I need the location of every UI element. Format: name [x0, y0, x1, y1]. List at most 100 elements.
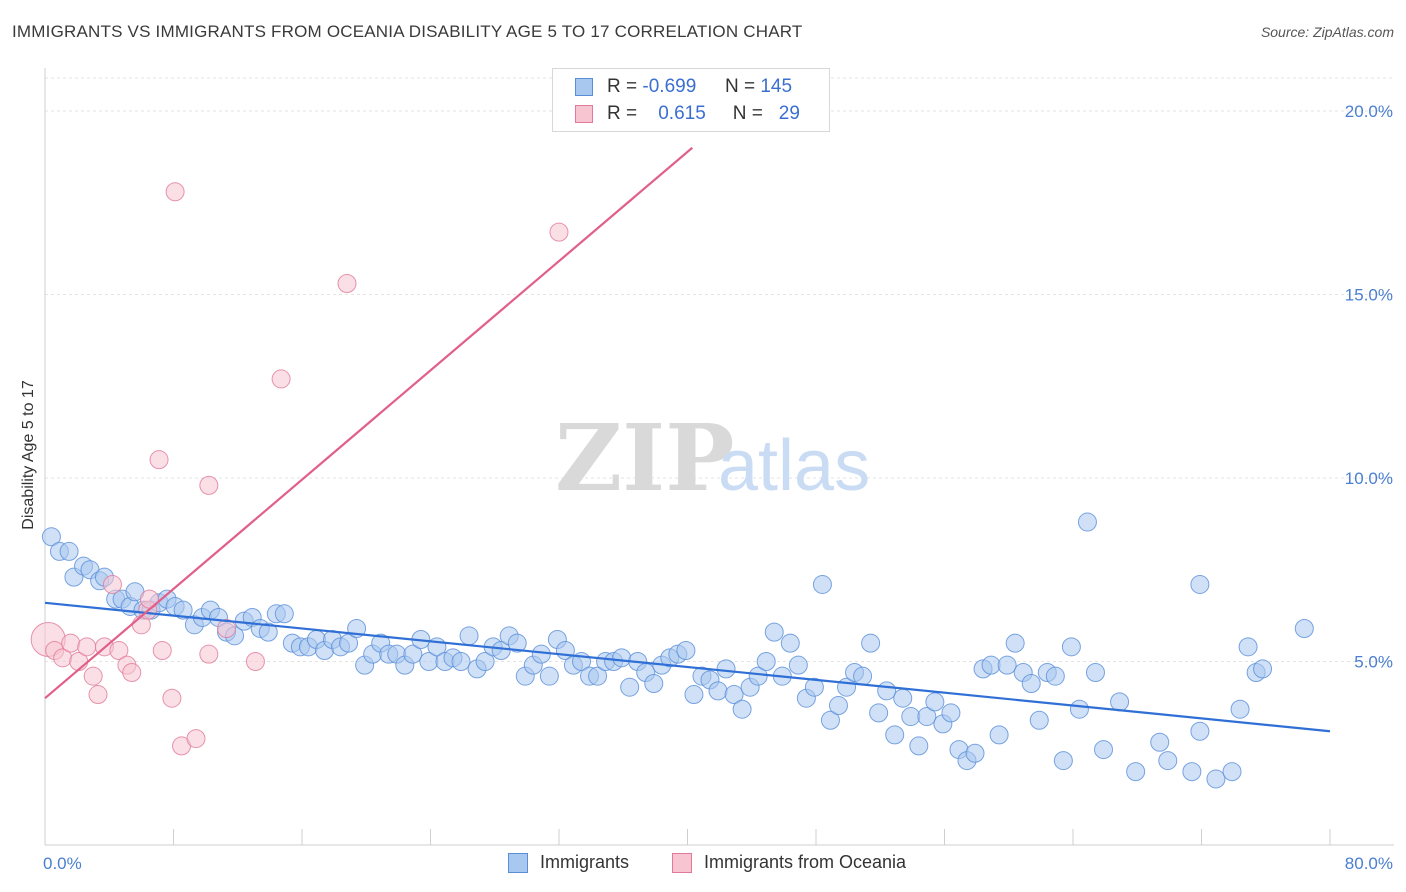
- point-oceania: [199, 475, 219, 495]
- legend-n-label: N =: [732, 103, 763, 124]
- point-oceania: [165, 182, 185, 202]
- point-oceania: [549, 222, 569, 242]
- legend-r-label: R =: [607, 76, 638, 97]
- legend-n-value: 29: [778, 103, 800, 124]
- y-tick-label: 20.0%: [1345, 102, 1393, 121]
- point-immigrants: [491, 640, 511, 660]
- point-immigrants: [1110, 692, 1130, 712]
- point-immigrants: [885, 725, 905, 745]
- point-immigrants: [981, 655, 1001, 675]
- legend-box: R = -0.699 N = 145 R = 0.615 N = 29: [552, 68, 830, 132]
- point-immigrants: [909, 736, 929, 756]
- legend-r-value: -0.699: [642, 76, 697, 97]
- legend-row-immigrants: R = -0.699 N = 145: [575, 75, 792, 99]
- watermark-zip: ZIP: [555, 404, 734, 512]
- point-immigrants: [901, 707, 921, 727]
- point-oceania: [245, 652, 265, 672]
- legend-n-value: 145: [760, 76, 793, 97]
- point-immigrants: [539, 666, 559, 686]
- y-tick-label: 15.0%: [1345, 286, 1393, 305]
- point-immigrants: [732, 699, 752, 719]
- y-tick-label: 10.0%: [1345, 469, 1393, 488]
- point-immigrants: [620, 677, 640, 697]
- watermark: ZIP atlas: [555, 404, 870, 512]
- point-immigrants: [676, 640, 696, 660]
- point-immigrants: [684, 685, 704, 705]
- legend-swatch-oceania: [575, 105, 593, 123]
- point-immigrants: [828, 696, 848, 716]
- point-immigrants: [716, 659, 736, 679]
- point-oceania: [199, 644, 219, 664]
- point-immigrants: [507, 633, 527, 653]
- point-oceania: [186, 729, 206, 749]
- point-immigrants: [644, 674, 664, 694]
- trend-lines: [44, 146, 1331, 733]
- point-oceania: [88, 685, 108, 705]
- point-immigrants: [989, 725, 1009, 745]
- bottom-legend-item-immigrants[interactable]: Immigrants: [508, 852, 629, 873]
- point-oceania: [337, 274, 357, 294]
- point-immigrants: [1253, 659, 1273, 679]
- bottom-legend-label: Immigrants from Oceania: [704, 852, 907, 872]
- y-axis-label: Disability Age 5 to 17: [20, 380, 37, 530]
- point-immigrants: [941, 703, 961, 723]
- point-immigrants: [173, 600, 193, 620]
- trend-line-immigrants: [44, 601, 1331, 733]
- point-immigrants: [869, 703, 889, 723]
- point-immigrants: [1126, 762, 1146, 782]
- point-immigrants: [965, 743, 985, 763]
- x-tick-label: 0.0%: [43, 854, 82, 873]
- legend-n-label: N =: [724, 76, 756, 97]
- point-immigrants: [820, 710, 840, 730]
- point-immigrants: [997, 655, 1017, 675]
- point-immigrants: [1190, 721, 1210, 741]
- point-immigrants: [403, 644, 423, 664]
- point-oceania: [61, 633, 81, 653]
- point-oceania: [217, 618, 237, 638]
- point-immigrants: [812, 574, 832, 594]
- point-immigrants: [588, 666, 608, 686]
- point-immigrants: [925, 692, 945, 712]
- point-oceania: [77, 637, 97, 657]
- point-immigrants: [59, 541, 79, 561]
- point-immigrants: [274, 604, 294, 624]
- point-immigrants: [258, 622, 278, 642]
- grid-lines: [45, 77, 1394, 663]
- bottom-legend-item-oceania[interactable]: Immigrants from Oceania: [672, 852, 906, 873]
- legend-row-oceania: R = 0.615 N = 29: [575, 102, 800, 126]
- point-immigrants: [1069, 699, 1089, 719]
- point-immigrants: [861, 633, 881, 653]
- source-label: Source: ZipAtlas.com: [1260, 24, 1394, 40]
- point-immigrants: [1045, 666, 1065, 686]
- point-immigrants: [1230, 699, 1250, 719]
- point-immigrants: [1150, 732, 1170, 752]
- chart-title: IMMIGRANTS VS IMMIGRANTS FROM OCEANIA DI…: [12, 22, 803, 41]
- point-immigrants: [1053, 751, 1073, 771]
- series-immigrants: [41, 512, 1314, 789]
- point-immigrants: [1222, 762, 1242, 782]
- point-immigrants: [1206, 769, 1226, 789]
- point-oceania: [102, 574, 122, 594]
- point-oceania: [149, 450, 169, 470]
- point-immigrants: [1158, 751, 1178, 771]
- point-immigrants: [1238, 637, 1258, 657]
- trend-line-oceania: [44, 146, 694, 700]
- point-immigrants: [1182, 762, 1202, 782]
- point-immigrants: [1077, 512, 1097, 532]
- point-immigrants: [853, 666, 873, 686]
- bottom-legend-swatch-oceania: [672, 852, 692, 873]
- point-oceania: [152, 640, 172, 660]
- point-immigrants: [1061, 637, 1081, 657]
- point-immigrants: [877, 681, 897, 701]
- axes: [44, 68, 1394, 846]
- point-immigrants: [756, 652, 776, 672]
- point-oceania: [162, 688, 182, 708]
- point-immigrants: [1029, 710, 1049, 730]
- point-immigrants: [451, 652, 471, 672]
- series-immigrants-from-oceania: [30, 182, 569, 756]
- point-immigrants: [41, 527, 61, 547]
- legend-r-value: 0.615: [658, 103, 706, 124]
- bottom-legend: Immigrants Immigrants from Oceania: [0, 852, 1406, 878]
- watermark-atlas: atlas: [718, 426, 870, 506]
